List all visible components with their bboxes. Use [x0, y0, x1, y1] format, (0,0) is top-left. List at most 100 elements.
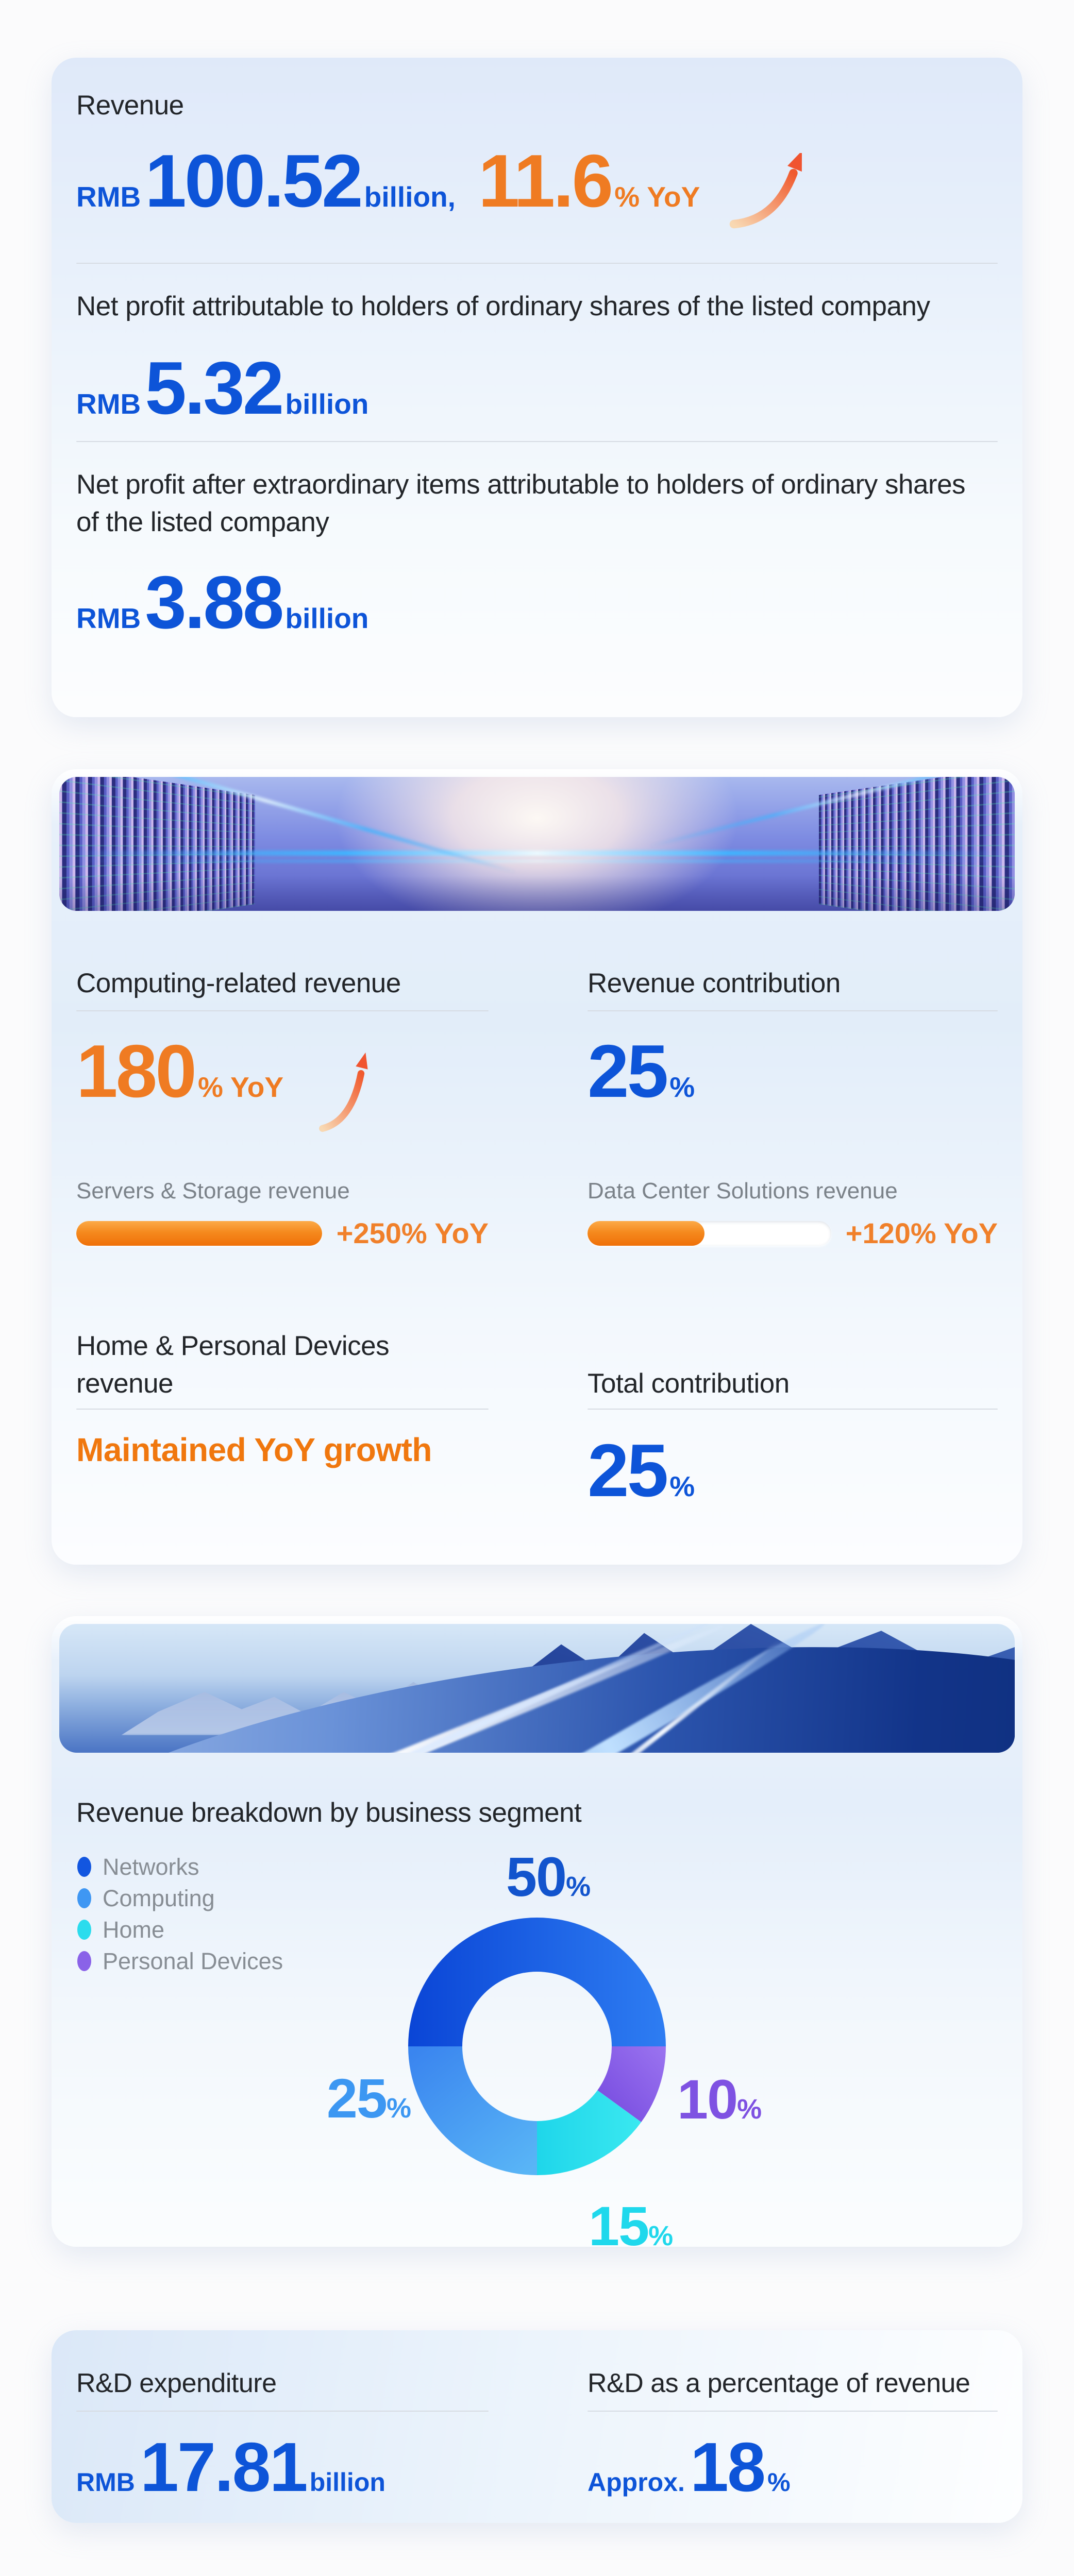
revenue-unit: billion, — [364, 181, 456, 213]
highway-hero-image — [59, 1624, 1015, 1753]
legend-dot — [77, 1951, 91, 1972]
donut-slice-personal-devices — [597, 2046, 666, 2123]
divider — [588, 1409, 998, 1410]
kpi-row: Computing-related revenue 180 % YoY — [76, 964, 998, 1132]
legend-dot — [77, 1888, 91, 1909]
total-contribution-amount: 25 — [588, 1429, 668, 1512]
donut-chart — [408, 1918, 666, 2176]
rnd-expenditure-cell: R&D expenditure RMB 17.81 billion — [76, 2365, 489, 2502]
rnd-expenditure-heading: R&D expenditure — [76, 2368, 277, 2398]
rnd-percentage-cell: R&D as a percentage of revenue Approx. 1… — [588, 2365, 998, 2502]
divider — [588, 2410, 998, 2412]
legend-item-home: Home — [77, 1914, 283, 1945]
net-profit-heading: Net profit attributable to holders of or… — [76, 291, 930, 322]
growth-arrow-icon — [314, 1052, 379, 1136]
computing-growth-amount: 180 — [76, 1029, 197, 1113]
rnd-percentage-value: Approx. 18 % — [588, 2432, 998, 2502]
computing-revenue-heading: Computing-related revenue — [76, 968, 401, 998]
divider — [76, 441, 998, 443]
summary-card: Revenue RMB 100.52 billion, 11.6 % YoY — [52, 58, 1022, 717]
legend-dot — [77, 1920, 91, 1940]
home-personal-heading: Home & Personal Devices revenue — [76, 1330, 390, 1399]
divider — [76, 1010, 489, 1011]
rnd-percentage-unit: % — [767, 2467, 791, 2497]
legend-label: Home — [103, 1916, 165, 1943]
donut-label-home: 15% — [589, 2195, 674, 2258]
legend-item-networks: Networks — [77, 1851, 283, 1883]
growth-amount: 11.6 — [478, 139, 613, 223]
computing-revenue-cell: Computing-related revenue 180 % YoY — [76, 964, 489, 1132]
rnd-card: R&D expenditure RMB 17.81 billion R&D as… — [52, 2330, 1022, 2523]
home-personal-value: Maintained YoY growth — [76, 1433, 489, 1466]
approx-label: Approx. — [588, 2467, 685, 2497]
net-profit-amount: 5.32 — [145, 346, 284, 430]
servers-storage-bar-row: +250% YoY — [76, 1216, 489, 1250]
data-center-label: Data Center Solutions revenue — [588, 1178, 898, 1204]
contribution-unit: % — [669, 1071, 695, 1103]
data-center-growth: +120% YoY — [845, 1217, 998, 1249]
net-profit-value: RMB 5.32 billion — [76, 351, 998, 426]
servers-storage-label: Servers & Storage revenue — [76, 1178, 350, 1204]
net-profit-unit: billion — [285, 388, 369, 420]
total-contribution-value: 25 % — [588, 1433, 998, 1508]
light-glow — [308, 777, 766, 911]
donut-slice-computing — [408, 2046, 537, 2176]
rnd-percentage-amount: 18 — [690, 2428, 766, 2506]
net-profit-extraordinary-unit: billion — [285, 602, 369, 634]
growth-arrow-icon — [728, 150, 820, 233]
currency-label: RMB — [76, 181, 141, 213]
legend-label: Computing — [103, 1885, 215, 1911]
revenue-growth: 11.6 % YoY — [478, 144, 700, 218]
revenue-contribution-cell: Revenue contribution 25 % — [588, 964, 998, 1118]
divider — [76, 1409, 489, 1410]
computing-card: Computing-related revenue 180 % YoY — [52, 769, 1022, 1565]
progress-bar-fill — [76, 1221, 322, 1246]
revenue-contribution-heading: Revenue contribution — [588, 968, 841, 998]
donut-label-networks: 50% — [506, 1845, 591, 1908]
servers-storage-cell: Servers & Storage revenue +250% YoY — [76, 1178, 489, 1250]
donut-slice-networks — [408, 1918, 666, 2047]
total-contribution-heading: Total contribution — [588, 1368, 790, 1399]
revenue-contribution-value: 25 % — [588, 1034, 998, 1109]
vignette — [59, 777, 1015, 911]
segment-chart: Networks Computing Home Personal Devices — [76, 1832, 998, 2254]
currency-label: RMB — [76, 602, 141, 634]
divider — [76, 263, 998, 264]
rnd-unit: billion — [309, 2467, 385, 2497]
currency-label: RMB — [76, 388, 141, 420]
kpi-row-2: Home & Personal Devices revenue Maintain… — [76, 1326, 998, 1508]
progress-bar — [588, 1221, 831, 1246]
currency-label: RMB — [76, 2467, 135, 2497]
total-contribution-cell: Total contribution 25 % — [588, 1326, 998, 1508]
net-profit-extraordinary-value: RMB 3.88 billion — [76, 565, 998, 640]
revenue-value-row: RMB 100.52 billion, 11.6 % YoY — [76, 144, 998, 229]
revenue-heading: Revenue — [76, 90, 184, 121]
legend-label: Networks — [103, 1853, 199, 1880]
light-flare — [59, 851, 1015, 856]
light-flare — [59, 860, 1015, 863]
donut-label-personal-devices: 10% — [677, 2068, 762, 2131]
data-center-cell: Data Center Solutions revenue +120% YoY — [588, 1178, 998, 1250]
donut-svg — [408, 1918, 666, 2176]
divider — [76, 2410, 489, 2412]
home-personal-cell: Home & Personal Devices revenue Maintain… — [76, 1326, 489, 1508]
divider — [588, 1010, 998, 1011]
data-center-hero-image — [59, 777, 1015, 911]
computing-revenue-value: 180 % YoY — [76, 1029, 489, 1132]
progress-bar — [76, 1221, 322, 1246]
total-contribution-unit: % — [669, 1470, 695, 1502]
computing-growth-unit: % YoY — [197, 1071, 284, 1103]
net-profit-extraordinary-amount: 3.88 — [145, 560, 284, 644]
legend-item-computing: Computing — [77, 1883, 283, 1914]
rnd-expenditure-value: RMB 17.81 billion — [76, 2432, 489, 2502]
maintained-growth-text: Maintained YoY growth — [76, 1431, 432, 1468]
revenue-amount: 100.52 — [145, 139, 363, 223]
chart-legend: Networks Computing Home Personal Devices — [77, 1851, 283, 1977]
legend-label: Personal Devices — [103, 1947, 283, 1974]
revenue-value: RMB 100.52 billion, — [76, 144, 478, 218]
donut-label-computing: 25% — [326, 2067, 411, 2130]
rnd-amount: 17.81 — [140, 2428, 308, 2506]
progress-bar-fill — [588, 1221, 704, 1246]
progress-row: Servers & Storage revenue +250% YoY Data… — [76, 1178, 998, 1250]
